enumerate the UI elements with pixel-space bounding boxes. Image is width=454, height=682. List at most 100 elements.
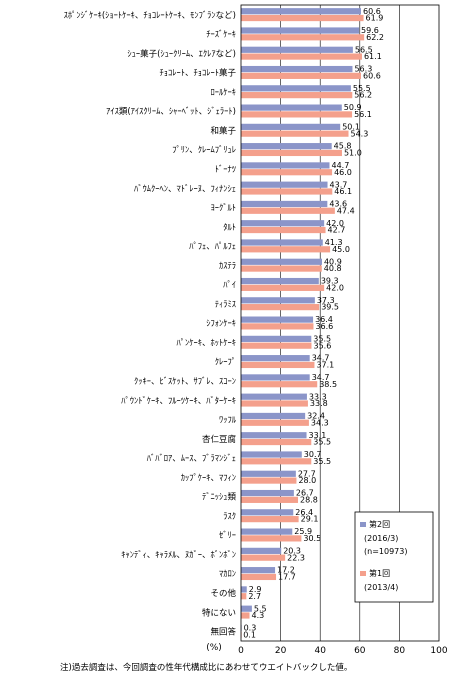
bar-series-2 <box>241 92 352 98</box>
category-label: 無回答 <box>210 627 236 638</box>
footnote: 注)過去調査は、今回調査の性年代構成比にあわせてウエイトバックした値。 <box>60 662 352 673</box>
data-label-series-2: 60.6 <box>363 71 381 80</box>
bar-series-1 <box>241 355 310 361</box>
category-label: ﾊﾞｳﾑｸｰﾍﾝ、ﾏﾄﾞﾚｰﾇ、ﾌｨﾅﾝｼｪ <box>134 184 236 194</box>
bar-series-1 <box>241 297 315 303</box>
data-label-series-2: 35.6 <box>313 341 331 350</box>
bar-series-1 <box>241 336 311 342</box>
bar-series-2 <box>241 34 364 40</box>
bar-series-1 <box>241 394 307 400</box>
bar-series-2 <box>241 612 250 618</box>
legend-swatch-series-2 <box>360 571 366 576</box>
bar-series-2 <box>241 53 362 59</box>
data-label-series-2: 17.7 <box>278 573 296 582</box>
category-label: ﾁｮｺﾚｰﾄ、ﾁｮｺﾚｰﾄ菓子 <box>159 68 236 79</box>
bar-series-2 <box>241 285 324 291</box>
category-label: ﾄﾞｰﾅﾂ <box>215 165 236 175</box>
category-label: ﾖｰｸﾞﾙﾄ <box>210 204 236 214</box>
category-label: ﾃﾞﾆｯｼｭ類 <box>202 492 237 503</box>
category-label: ﾌﾟﾘﾝ、ｸﾚｰﾑﾌﾞﾘｭﾚ <box>172 146 236 156</box>
bar-series-2 <box>241 343 311 349</box>
x-tick-label: 40 <box>314 646 326 656</box>
bar-series-1 <box>241 586 247 592</box>
data-label-series-2: 45.0 <box>332 245 350 254</box>
category-label: ﾊﾟﾝｹｰｷ、ﾎｯﾄｹｰｷ <box>176 338 236 348</box>
bar-series-2 <box>241 169 332 175</box>
category-label: ﾊﾟｳﾝﾄﾞｹｰｷ、ﾌﾙｰﾂｹｰｷ、ﾊﾞﾀｰｹｰｷ <box>121 396 236 406</box>
bar-series-1 <box>241 606 252 612</box>
data-label-series-2: 61.9 <box>366 14 384 23</box>
bar-series-1 <box>241 471 296 477</box>
category-label: ﾜｯﾌﾙ <box>219 416 237 426</box>
category-label: ﾊﾟﾌｪ、ﾊﾟﾙﾌｪ <box>189 242 236 252</box>
data-label-series-2: 42.0 <box>326 283 344 292</box>
bar-series-2 <box>241 227 326 233</box>
data-label-series-2: 54.3 <box>351 129 369 138</box>
bar-series-2 <box>241 362 314 368</box>
category-label: ﾀﾙﾄ <box>223 223 236 233</box>
category-label: 杏仁豆腐 <box>202 434 237 445</box>
data-label-series-2: 39.5 <box>321 303 339 312</box>
category-label: ﾃｨﾗﾐｽ <box>215 300 236 310</box>
category-label: ﾊﾟｲ <box>223 281 236 291</box>
bar-series-1 <box>241 182 328 188</box>
bar-series-1 <box>241 509 293 515</box>
bar-series-1 <box>241 85 351 91</box>
bar-series-2 <box>241 497 298 503</box>
data-label-series-2: 34.3 <box>311 418 329 427</box>
data-label-series-2: 29.1 <box>301 515 319 524</box>
legend-series-1-name: 第2回 <box>369 519 390 529</box>
data-label-series-2: 4.3 <box>252 611 265 620</box>
x-axis-ticks: 0 20 40 60 80 100 <box>238 646 448 656</box>
category-label: ﾁｰｽﾞｹｰｷ <box>206 30 236 40</box>
bar-series-2 <box>241 516 299 522</box>
data-label-series-2: 0.1 <box>243 630 256 639</box>
bar-series-2 <box>241 439 311 445</box>
bar-series-2 <box>241 15 364 21</box>
category-label: ﾊﾞﾊﾞﾛｱ、ﾑｰｽ、ﾌﾞﾗﾏﾝｼﾞｪ <box>147 454 236 464</box>
category-label: 特にない <box>202 607 236 618</box>
data-label-series-2: 40.8 <box>324 264 342 273</box>
bar-series-1 <box>241 124 340 130</box>
bar-series-2 <box>241 477 296 483</box>
legend-series-1-period: (2016/3) <box>364 534 398 543</box>
bar-series-1 <box>241 278 319 284</box>
legend-series-1-sample: (n=10973) <box>364 547 407 556</box>
category-label: ｶｯﾌﾟｹｰｷ、ﾏﾌｨﾝ <box>181 473 236 483</box>
legend-series-2-name: 第1回 <box>369 568 390 578</box>
bar-series-1 <box>241 490 294 496</box>
data-label-series-2: 56.1 <box>354 110 372 119</box>
x-tick-label: 100 <box>430 646 447 656</box>
category-label: ｸﾚｰﾌﾟ <box>215 358 236 368</box>
bar-series-2 <box>241 593 246 599</box>
data-label-series-2: 36.6 <box>315 322 333 331</box>
x-tick-label: 20 <box>275 646 287 656</box>
data-label-series-2: 33.8 <box>310 399 328 408</box>
legend-swatch-series-1 <box>360 522 366 527</box>
bar-series-1 <box>241 220 324 226</box>
data-label-series-2: 2.7 <box>248 592 261 601</box>
bar-series-1 <box>241 548 281 554</box>
category-label: ﾛｰﾙｹｰｷ <box>210 88 236 98</box>
bar-series-1 <box>241 47 353 53</box>
category-label: その他 <box>210 588 236 599</box>
category-label: ｱｲｽ類(ｱｲｽｸﾘｰﾑ、ｼｬｰﾍﾞｯﾄ、ｼﾞｪﾗｰﾄ) <box>106 106 236 117</box>
bar-series-1 <box>241 529 292 535</box>
x-tick-label: 0 <box>238 646 244 656</box>
bar-series-1 <box>241 66 352 72</box>
bar-series-1 <box>241 162 330 168</box>
x-tick-label: 60 <box>354 646 366 656</box>
data-label-series-2: 46.0 <box>334 168 352 177</box>
bar-series-1 <box>241 143 332 149</box>
data-label-series-2: 47.4 <box>337 206 355 215</box>
bar-series-1 <box>241 451 302 457</box>
legend: 第2回 (2016/3) (n=10973) 第1回 (2013/4) <box>355 512 433 602</box>
data-label-series-2: 56.2 <box>354 91 372 100</box>
bar-series-2 <box>241 131 349 137</box>
data-label-series-2: 38.5 <box>319 380 337 389</box>
bar-series-1 <box>241 201 327 207</box>
category-labels: ｽﾎﾟﾝｼﾞｹｰｷ(ｼｮｰﾄｹｰｷ、ﾁｮｺﾚｰﾄｹｰｷ、ﾓﾝﾌﾞﾗﾝなど)ﾁｰｽ… <box>64 11 237 638</box>
category-label: ｼﾌｫﾝｹｰｷ <box>206 319 236 329</box>
bar-series-1 <box>241 317 313 323</box>
bar-series-2 <box>241 323 313 329</box>
